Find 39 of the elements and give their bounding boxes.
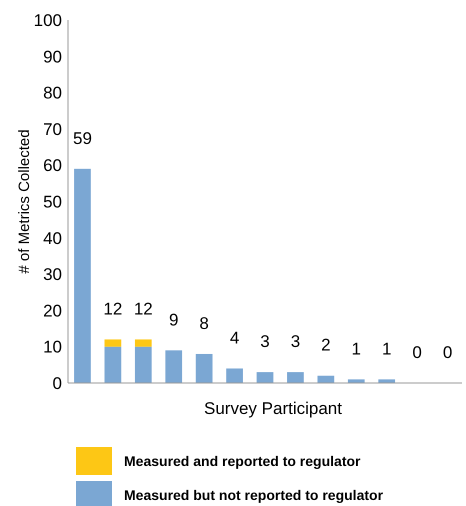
bar <box>196 354 213 383</box>
bar <box>256 372 274 383</box>
total-label: 8 <box>199 314 209 333</box>
y-tick-label: 100 <box>34 10 62 30</box>
total-label: 1 <box>352 339 362 358</box>
y-tick-label: 70 <box>43 120 62 139</box>
total-label: 1 <box>382 339 392 358</box>
total-label: 12 <box>134 299 153 318</box>
total-label: 4 <box>230 328 240 348</box>
y-tick-label: 60 <box>43 156 62 176</box>
total-label: 3 <box>260 332 270 352</box>
total-label: 9 <box>168 310 178 330</box>
y-tick-label: 90 <box>43 47 62 66</box>
bar <box>226 368 243 383</box>
total-label: 0 <box>442 343 452 362</box>
total-label: 2 <box>321 336 331 355</box>
y-tick-label: 80 <box>43 84 62 103</box>
legend-label: Measured but not reported to regulator <box>124 486 384 503</box>
bar <box>74 168 91 383</box>
bar <box>165 350 182 383</box>
bar <box>287 372 304 383</box>
y-tick-label: 20 <box>43 301 62 320</box>
x-axis-title: Survey Participant <box>204 399 342 418</box>
total-label: 0 <box>412 343 422 362</box>
bar <box>134 339 152 347</box>
bar <box>104 339 122 347</box>
total-label: 3 <box>290 332 300 352</box>
bar <box>104 346 122 383</box>
y-axis-title: # of Metrics Collected <box>16 129 33 274</box>
y-tick-label: 0 <box>52 374 62 393</box>
total-label: 12 <box>103 299 122 318</box>
total-label: 59 <box>72 128 92 148</box>
legend-label: Measured and reported to regulator <box>124 452 362 469</box>
bar <box>134 346 152 383</box>
y-tick-label: 50 <box>43 192 62 212</box>
y-tick-label: 30 <box>43 265 62 284</box>
y-tick-label: 10 <box>43 338 62 357</box>
bar <box>317 376 334 383</box>
y-tick-label: 40 <box>43 228 62 248</box>
